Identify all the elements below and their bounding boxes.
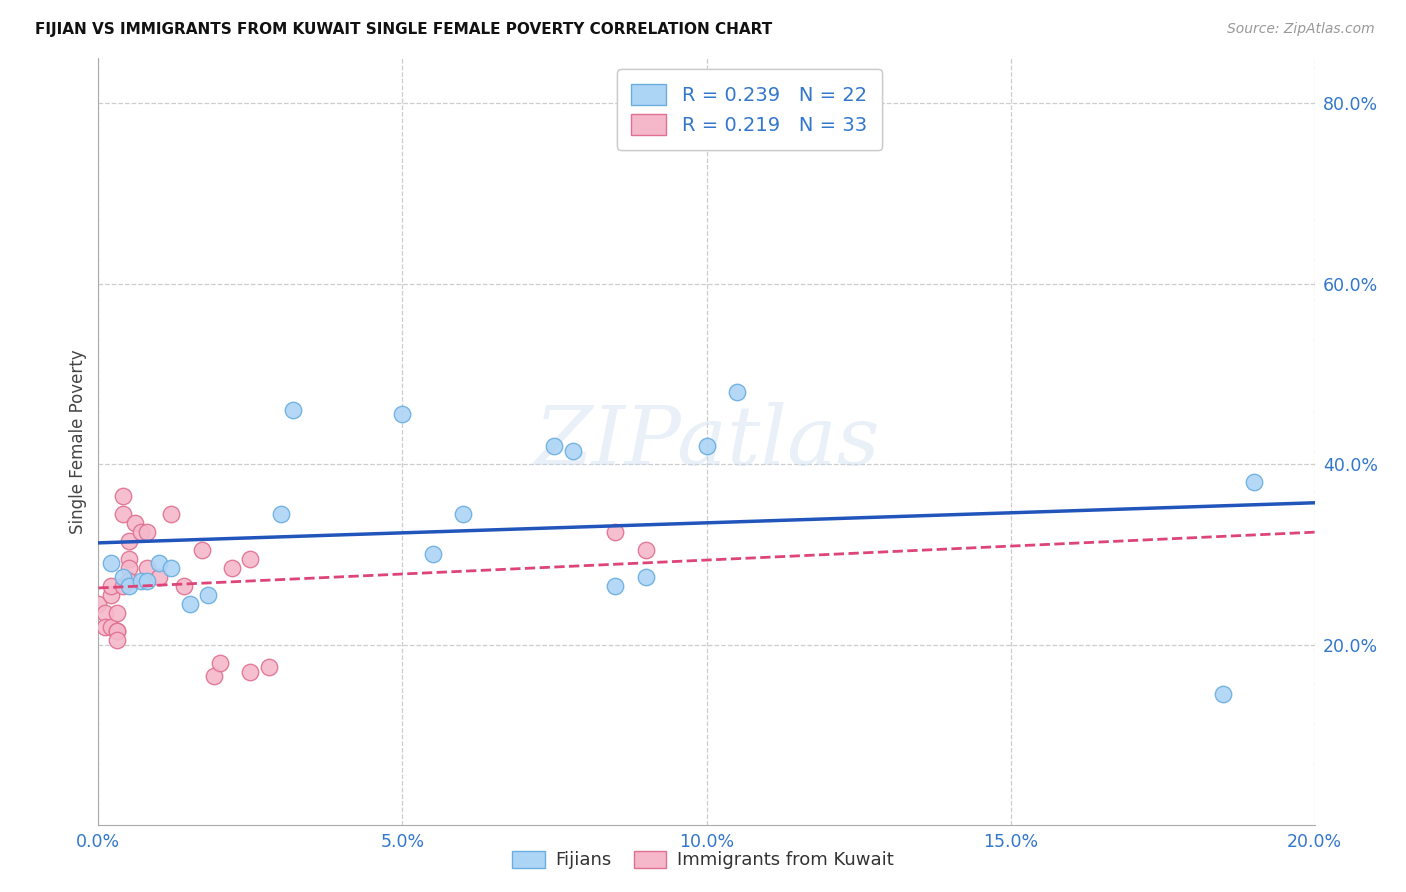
Point: [93, 619, 115, 633]
Point: [1243, 475, 1265, 490]
Point: [1212, 687, 1234, 701]
Point: [87, 597, 110, 611]
Legend: Fijians, Immigrants from Kuwait: Fijians, Immigrants from Kuwait: [503, 842, 903, 879]
Point: [160, 507, 183, 521]
Point: [270, 507, 292, 521]
Point: [257, 660, 280, 674]
Point: [105, 606, 128, 620]
Point: [202, 669, 225, 683]
Point: [118, 574, 141, 589]
Point: [160, 561, 183, 575]
Point: [118, 552, 141, 566]
Point: [136, 561, 159, 575]
Point: [148, 557, 170, 571]
Point: [136, 524, 159, 539]
Point: [118, 533, 141, 548]
Point: [100, 579, 122, 593]
Point: [725, 384, 748, 399]
Point: [118, 579, 141, 593]
Point: [179, 597, 201, 611]
Point: [118, 561, 141, 575]
Point: [105, 624, 128, 638]
Text: ZIPatlas: ZIPatlas: [534, 401, 879, 482]
Point: [129, 574, 152, 589]
Y-axis label: Single Female Poverty: Single Female Poverty: [69, 350, 87, 533]
Point: [105, 633, 128, 648]
Point: [239, 665, 262, 679]
Point: [634, 542, 657, 557]
Point: [100, 588, 122, 602]
Point: [605, 579, 627, 593]
Point: [105, 624, 128, 638]
Point: [197, 588, 219, 602]
Point: [209, 656, 232, 670]
Point: [148, 570, 170, 584]
Point: [453, 507, 475, 521]
Point: [543, 439, 565, 453]
Point: [221, 561, 243, 575]
Point: [129, 524, 152, 539]
Point: [93, 606, 115, 620]
Point: [239, 552, 262, 566]
Point: [111, 489, 134, 503]
Point: [191, 542, 214, 557]
Point: [391, 408, 413, 422]
Point: [136, 574, 159, 589]
Point: [281, 403, 304, 417]
Point: [111, 570, 134, 584]
Point: [100, 557, 122, 571]
Point: [111, 579, 134, 593]
Point: [605, 524, 627, 539]
Point: [561, 443, 583, 458]
Legend: R = 0.239   N = 22, R = 0.219   N = 33: R = 0.239 N = 22, R = 0.219 N = 33: [617, 70, 882, 150]
Point: [111, 507, 134, 521]
Text: FIJIAN VS IMMIGRANTS FROM KUWAIT SINGLE FEMALE POVERTY CORRELATION CHART: FIJIAN VS IMMIGRANTS FROM KUWAIT SINGLE …: [35, 22, 772, 37]
Text: Source: ZipAtlas.com: Source: ZipAtlas.com: [1227, 22, 1375, 37]
Point: [696, 439, 718, 453]
Point: [422, 547, 444, 561]
Point: [173, 579, 195, 593]
Point: [124, 516, 146, 530]
Point: [634, 570, 657, 584]
Point: [100, 619, 122, 633]
